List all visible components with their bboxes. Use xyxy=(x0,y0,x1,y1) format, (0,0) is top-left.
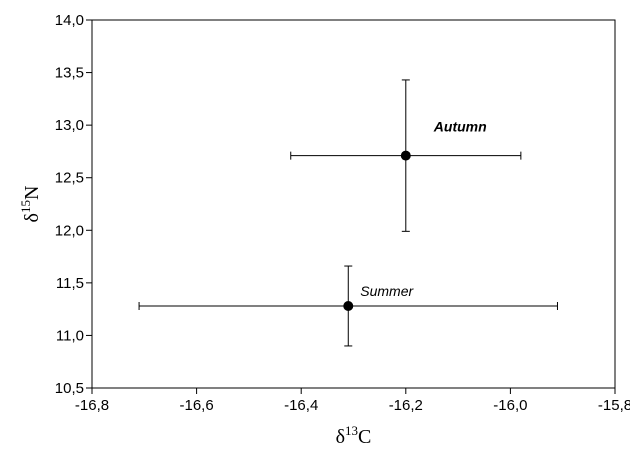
y-tick-label: 10,5 xyxy=(55,380,84,397)
y-tick-label: 14,0 xyxy=(55,12,84,29)
data-point-group: Autumn xyxy=(290,79,522,232)
data-point-marker xyxy=(343,300,354,311)
y-tick-label: 13,5 xyxy=(55,65,84,82)
y-tick-label: 13,0 xyxy=(55,117,84,134)
data-point-marker xyxy=(400,150,411,161)
x-tick-label: -16,4 xyxy=(284,397,318,414)
data-point-label: Autumn xyxy=(433,119,487,135)
data-point-group: Summer xyxy=(138,265,558,347)
y-axis: 10,5 11,0 11,5 12,0 12,5 13,0 13,5 14,0 xyxy=(55,12,92,397)
y-tick-label: 12,5 xyxy=(55,170,84,187)
data-points: Autumn Summer xyxy=(138,79,558,347)
x-tick-label: -16,6 xyxy=(179,397,213,414)
x-tick-label: -16,0 xyxy=(493,397,527,414)
y-axis-title: δ15N xyxy=(18,186,43,223)
plot-frame xyxy=(91,19,616,389)
x-tick-label: -16,2 xyxy=(389,397,423,414)
y-tick-label: 11,0 xyxy=(56,327,84,344)
y-tick-label: 11,5 xyxy=(56,275,84,292)
data-point-label: Summer xyxy=(360,283,414,299)
x-axis: -16,8 -16,6 -16,4 -16,2 -16,0 -15,8 xyxy=(75,388,630,414)
x-tick-label: -16,8 xyxy=(75,397,109,414)
x-axis-title: δ13C xyxy=(336,423,372,448)
x-tick-label: -15,8 xyxy=(598,397,630,414)
y-tick-label: 12,0 xyxy=(55,222,84,239)
